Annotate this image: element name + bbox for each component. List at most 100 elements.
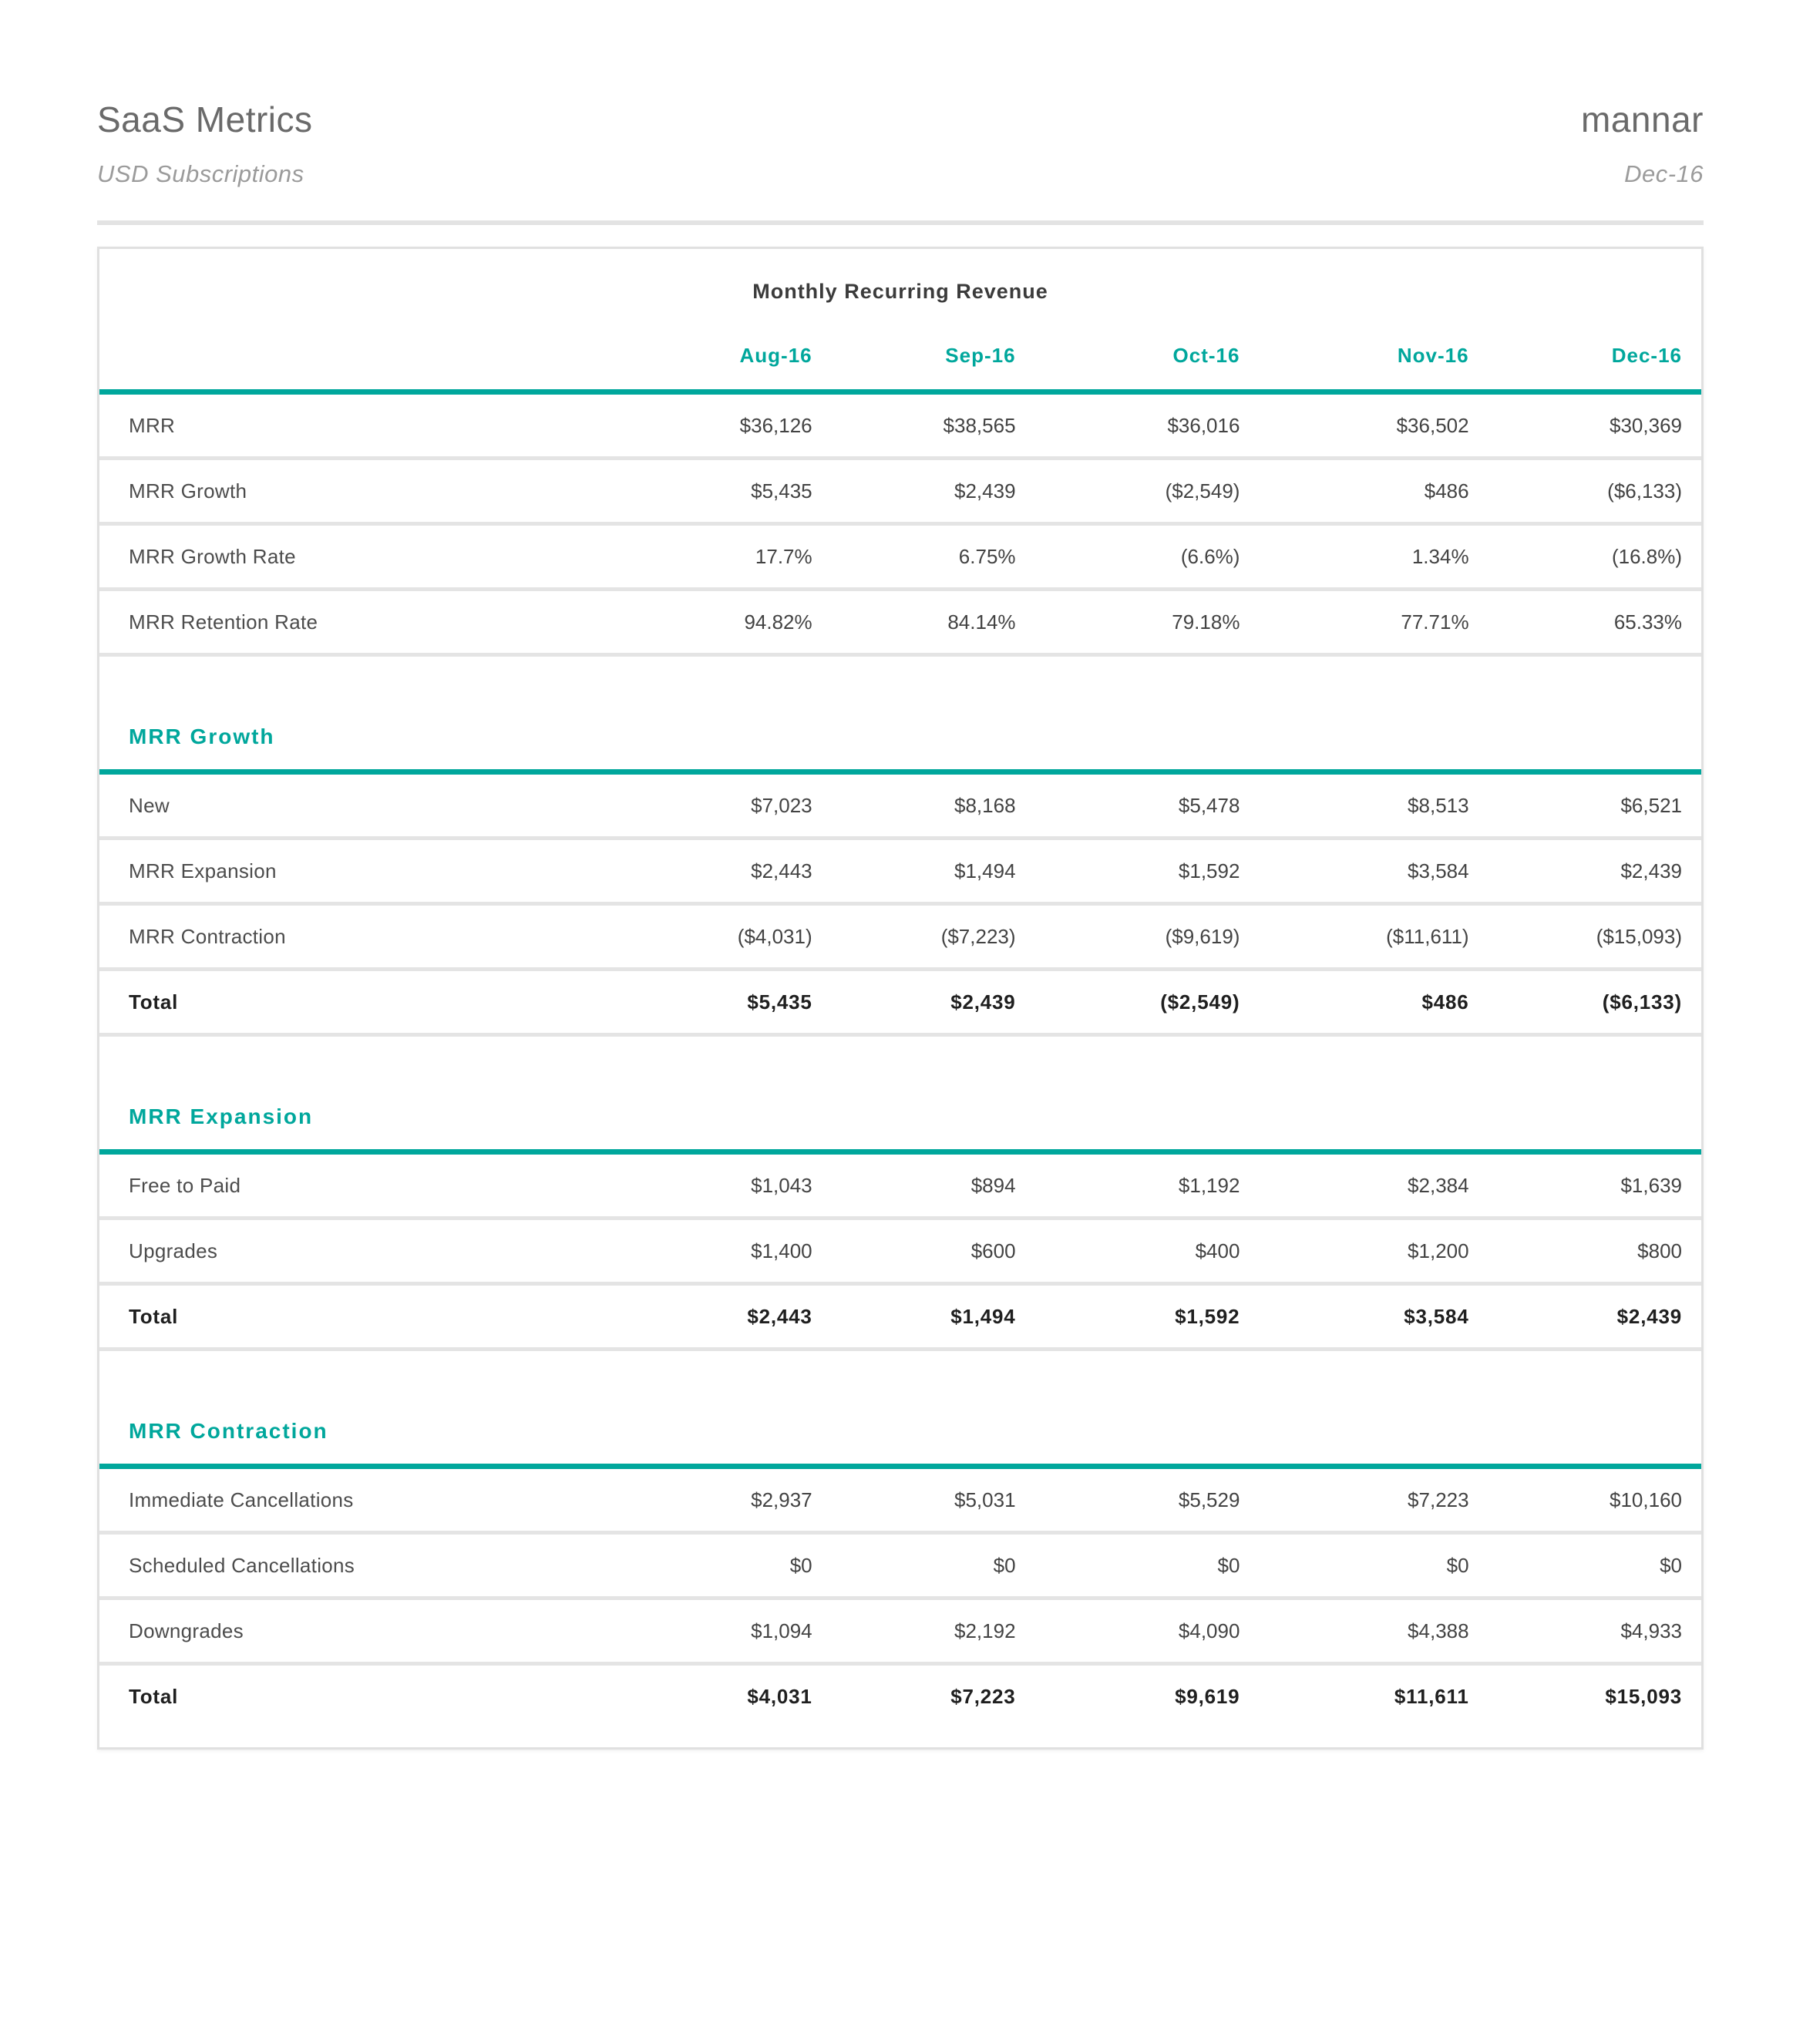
- page-subtitle: USD Subscriptions: [97, 160, 304, 187]
- metric-label: Upgrades: [129, 1239, 218, 1262]
- metric-value: $36,126: [739, 413, 812, 437]
- metric-value: 65.33%: [1613, 610, 1682, 634]
- total-row: Total $5,435 $2,439 ($2,549) $486 ($6,133): [99, 970, 1701, 1035]
- metric-value: ($7,223): [940, 924, 1016, 948]
- metric-value: 79.18%: [1172, 610, 1240, 634]
- metric-value: $6,521: [1620, 793, 1682, 817]
- metric-label: Immediate Cancellations: [129, 1488, 354, 1511]
- metric-value: ($4,031): [737, 924, 812, 948]
- report-title: Monthly Recurring Revenue: [752, 280, 1048, 303]
- metric-value: $36,502: [1396, 413, 1469, 437]
- metric-value: $1,200: [1408, 1239, 1469, 1262]
- table-row: Immediate Cancellations $2,937 $5,031 $5,52…: [99, 1469, 1701, 1533]
- metric-value: $2,439: [950, 990, 1016, 1014]
- page-header: SaaS Metrics mannar USD Subscriptions De…: [97, 0, 1704, 225]
- metric-value: (16.8%): [1611, 544, 1682, 568]
- metric-value: $7,223: [950, 1684, 1016, 1708]
- metric-value: $4,388: [1408, 1619, 1469, 1642]
- metric-label: Total: [129, 990, 179, 1014]
- metric-value: $38,565: [943, 413, 1016, 437]
- section: Aug-16 Sep-16 Oct-16 Nov-16 Dec-16 MRR $36,126…: [99, 304, 1701, 657]
- section: MRR Expansion Free to Paid $1,043 $894 $1,19…: [99, 1104, 1701, 1351]
- metric-value: $5,478: [1178, 793, 1240, 817]
- month-column-header: Nov-16: [1259, 304, 1488, 395]
- metric-value: $3,584: [1408, 859, 1469, 882]
- table-row: MRR Expansion $2,443 $1,494 $1,592 $3,584 $2,…: [99, 839, 1701, 904]
- metric-value: ($9,619): [1165, 924, 1240, 948]
- table-row: Free to Paid $1,043 $894 $1,192 $2,384 $1,639: [99, 1155, 1701, 1219]
- metric-value: $4,933: [1620, 1619, 1682, 1642]
- metric-value: $4,090: [1178, 1619, 1240, 1642]
- metric-value: $2,443: [747, 1304, 812, 1328]
- metric-label: MRR: [129, 413, 176, 437]
- metric-label: Total: [129, 1304, 179, 1328]
- metric-value: 6.75%: [958, 544, 1016, 568]
- metric-value: 17.7%: [755, 544, 812, 568]
- table-row: Upgrades $1,400 $600 $400 $1,200 $800: [99, 1219, 1701, 1284]
- metric-value: $1,192: [1178, 1173, 1240, 1197]
- metrics-table: New $7,023 $8,168 $5,478 $8,513 $6,521 MRR Exp…: [99, 775, 1701, 1037]
- section-accent-rule: [99, 1149, 1701, 1155]
- metric-value: $5,435: [751, 479, 812, 503]
- metric-label: Free to Paid: [129, 1173, 241, 1197]
- section: MRR Contraction Immediate Cancellations $2…: [99, 1419, 1701, 1727]
- metric-value: $600: [970, 1239, 1016, 1262]
- metric-value: ($6,133): [1602, 990, 1682, 1014]
- metric-value: ($2,549): [1165, 479, 1240, 503]
- metric-value: $0: [789, 1553, 812, 1577]
- metric-value: 84.14%: [947, 610, 1016, 634]
- sections: Aug-16 Sep-16 Oct-16 Nov-16 Dec-16 MRR $36,126…: [99, 304, 1701, 1727]
- table-row: Downgrades $1,094 $2,192 $4,090 $4,388 $4,933: [99, 1599, 1701, 1664]
- metric-value: $8,513: [1408, 793, 1469, 817]
- metric-value: $0: [993, 1553, 1016, 1577]
- metric-label: MRR Contraction: [129, 924, 286, 948]
- metric-value: $5,435: [747, 990, 812, 1014]
- metric-label: Scheduled Cancellations: [129, 1553, 355, 1577]
- metric-value: (6.6%): [1180, 544, 1240, 568]
- month-column-header: Aug-16: [627, 304, 832, 395]
- metric-value: $1,494: [954, 859, 1016, 882]
- metric-value: $1,592: [1175, 1304, 1240, 1328]
- metric-value: ($11,611): [1386, 924, 1469, 948]
- metric-value: $486: [1421, 990, 1469, 1014]
- metric-value: $1,639: [1620, 1173, 1682, 1197]
- metric-label: New: [129, 793, 170, 817]
- metric-value: $5,529: [1178, 1488, 1240, 1511]
- metrics-table: Aug-16 Sep-16 Oct-16 Nov-16 Dec-16 MRR $36,126…: [99, 304, 1701, 657]
- metric-value: $2,439: [1616, 1304, 1682, 1328]
- metric-value: $1,043: [751, 1173, 812, 1197]
- metric-value: $2,439: [954, 479, 1016, 503]
- months-header-row: Aug-16 Sep-16 Oct-16 Nov-16 Dec-16: [99, 304, 1701, 395]
- table-row: MRR Contraction ($4,031) ($7,223) ($9,619) (…: [99, 904, 1701, 970]
- section: MRR Growth New $7,023 $8,168 $5,478 $8,513 $6,…: [99, 724, 1701, 1037]
- page: SaaS Metrics mannar USD Subscriptions De…: [97, 0, 1704, 1750]
- metric-value: $400: [1195, 1239, 1240, 1262]
- header-spacer-cell: [99, 304, 628, 395]
- metric-value: $2,192: [954, 1619, 1016, 1642]
- metric-value: $894: [970, 1173, 1016, 1197]
- metric-value: $4,031: [747, 1684, 812, 1708]
- table-row: MRR $36,126 $38,565 $36,016 $36,502 $30,369: [99, 392, 1701, 459]
- header-title-row: SaaS Metrics mannar: [97, 99, 1704, 140]
- header-subtitle-row: USD Subscriptions Dec-16: [97, 160, 1704, 188]
- metric-value: 94.82%: [744, 610, 812, 634]
- metric-value: $1,494: [950, 1304, 1016, 1328]
- metric-value: $9,619: [1175, 1684, 1240, 1708]
- metric-label: MRR Retention Rate: [129, 610, 318, 634]
- section-title: MRR Growth: [129, 724, 275, 748]
- metric-value: $2,439: [1620, 859, 1682, 882]
- metric-value: $0: [1446, 1553, 1469, 1577]
- month-column-header: Oct-16: [1034, 304, 1260, 395]
- header-divider: [97, 220, 1704, 225]
- metric-value: $7,223: [1408, 1488, 1469, 1511]
- metric-value: $10,160: [1610, 1488, 1682, 1511]
- metric-value: $1,094: [751, 1619, 812, 1642]
- metrics-table: Free to Paid $1,043 $894 $1,192 $2,384 $1,639…: [99, 1155, 1701, 1351]
- month-column-header: Sep-16: [831, 304, 1035, 395]
- metric-value: $3,584: [1404, 1304, 1469, 1328]
- metric-value: $15,093: [1605, 1684, 1682, 1708]
- metric-value: $2,384: [1408, 1173, 1469, 1197]
- metric-label: MRR Growth: [129, 479, 247, 503]
- metric-value: ($2,549): [1160, 990, 1240, 1014]
- metric-label: Total: [129, 1684, 179, 1708]
